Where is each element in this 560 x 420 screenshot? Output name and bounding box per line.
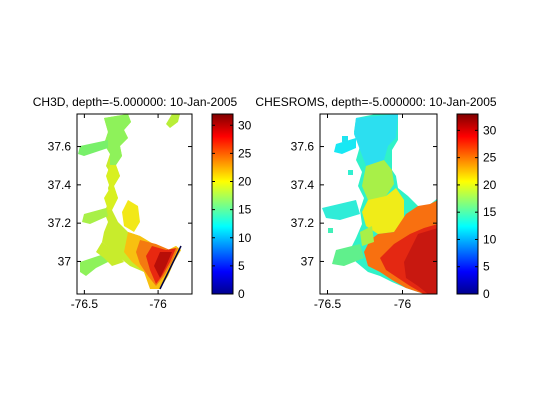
colorbar-tick-label: 25 [238, 146, 252, 160]
chesroms-pixel [342, 136, 348, 142]
chesroms-west-trib-1 [334, 138, 356, 154]
chesroms-pixel [328, 228, 333, 233]
axes-box-chesroms [319, 113, 438, 295]
x-tick-label: -76.5 [71, 297, 99, 311]
chesroms-heatmap [322, 114, 437, 294]
colorbar-tick-label: 0 [483, 287, 490, 301]
ch3d-west-trib-3 [80, 254, 108, 276]
colorbar-ticks-ch3d: 0 5 10 15 20 25 30 [212, 118, 252, 301]
colorbar-tick-label: 0 [238, 287, 245, 301]
colorbar-tick-label: 15 [483, 205, 497, 219]
chesroms-west-trib-2 [322, 200, 360, 220]
chesroms-mid-bay [362, 160, 394, 206]
ch3d-coast-line [159, 245, 182, 290]
ch3d-heatmap [78, 114, 182, 290]
axes-ticks-chesroms: -76.5 -76 37 37.2 37.4 37.6 [291, 114, 437, 311]
y-tick-label: 37.2 [291, 216, 315, 230]
y-tick-label: 37.6 [291, 140, 315, 154]
colorbar-ch3d [211, 113, 234, 295]
ch3d-upper-bay [104, 114, 131, 165]
x-tick-label: -76.5 [314, 297, 342, 311]
colorbar-tick-label: 10 [483, 232, 497, 246]
y-tick-label: 37 [58, 254, 72, 268]
colorbar-tick-label: 20 [483, 178, 497, 192]
colorbar-tick-label: 25 [483, 151, 497, 165]
colorbar-ticks-chesroms: 0 5 10 15 20 25 30 [457, 123, 497, 301]
y-tick-label: 37.6 [48, 140, 72, 154]
colorbar-tick-label: 30 [238, 118, 252, 132]
ch3d-east-channel [122, 200, 140, 232]
colorbar-tick-label: 5 [483, 260, 490, 274]
y-tick-label: 37.2 [48, 216, 72, 230]
ch3d-james-river [96, 242, 124, 266]
x-tick-label: -76 [149, 297, 167, 311]
x-tick-label: -76 [394, 297, 412, 311]
colorbar-tick-label: 10 [238, 231, 252, 245]
colorbar-tick-label: 15 [238, 203, 252, 217]
chart-title-ch3d: CH3D, depth=-5.000000: 10-Jan-2005 [33, 95, 238, 109]
y-tick-label: 37.4 [48, 178, 72, 192]
ch3d-north-river [166, 114, 180, 128]
colorbar-tick-label: 30 [483, 123, 497, 137]
chesroms-shelf-dark [404, 228, 437, 294]
ch3d-west-trib-2 [82, 208, 108, 224]
axes-box-ch3d [76, 113, 193, 295]
y-tick-label: 37.4 [291, 178, 315, 192]
ch3d-main-bay [102, 114, 181, 289]
chart-title-chesroms: CHESROMS, depth=-5.000000: 10-Jan-2005 [255, 95, 496, 109]
axes-ticks-ch3d: -76.5 -76 37 37.2 37.4 37.6 [48, 114, 192, 311]
chesroms-west-trib-4 [360, 226, 374, 246]
ch3d-mid-bay [104, 165, 120, 210]
colorbar-tick-label: 5 [238, 259, 245, 273]
chesroms-mid-lower [362, 188, 404, 234]
chesroms-west-trib-3 [332, 244, 364, 266]
y-tick-label: 37 [301, 254, 315, 268]
ch3d-west-trib-1 [78, 140, 108, 156]
chesroms-upper-bay [354, 114, 398, 166]
chesroms-pixel [348, 170, 353, 175]
colorbar-chesroms [456, 113, 479, 295]
colorbar-tick-label: 20 [238, 175, 252, 189]
ch3d-mouth-dark [154, 252, 172, 278]
